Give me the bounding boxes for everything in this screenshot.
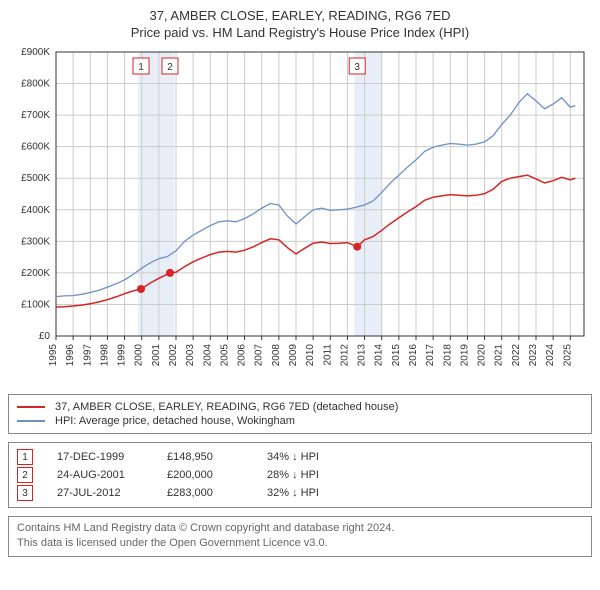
legend-swatch — [17, 420, 45, 422]
svg-text:£800K: £800K — [21, 79, 50, 90]
chart-container: 37, AMBER CLOSE, EARLEY, READING, RG6 7E… — [8, 8, 592, 557]
svg-text:2001: 2001 — [151, 344, 162, 367]
event-diff: 32% ↓ HPI — [267, 487, 319, 499]
svg-text:£400K: £400K — [21, 205, 50, 216]
svg-text:2020: 2020 — [477, 344, 488, 367]
title-sub: Price paid vs. HM Land Registry's House … — [8, 25, 592, 40]
svg-text:2014: 2014 — [374, 344, 385, 367]
svg-text:£600K: £600K — [21, 142, 50, 153]
svg-text:1997: 1997 — [82, 344, 93, 367]
svg-text:£100K: £100K — [21, 299, 50, 310]
legend-item: HPI: Average price, detached house, Woki… — [17, 415, 583, 427]
legend-label: HPI: Average price, detached house, Woki… — [55, 415, 295, 427]
svg-text:1995: 1995 — [48, 344, 59, 367]
svg-text:2000: 2000 — [134, 344, 145, 367]
event-date: 17-DEC-1999 — [57, 451, 167, 463]
svg-text:£300K: £300K — [21, 236, 50, 247]
data-credits: Contains HM Land Registry data © Crown c… — [8, 516, 592, 557]
event-diff: 28% ↓ HPI — [267, 469, 319, 481]
svg-text:2002: 2002 — [168, 344, 179, 367]
event-date: 27-JUL-2012 — [57, 487, 167, 499]
svg-text:£0: £0 — [39, 331, 51, 342]
legend: 37, AMBER CLOSE, EARLEY, READING, RG6 7E… — [8, 394, 592, 434]
svg-text:2024: 2024 — [545, 344, 556, 367]
event-price: £200,000 — [167, 469, 267, 481]
svg-text:£700K: £700K — [21, 110, 50, 121]
svg-text:2019: 2019 — [459, 344, 470, 367]
svg-text:£500K: £500K — [21, 173, 50, 184]
svg-text:£900K: £900K — [21, 47, 50, 58]
svg-text:2010: 2010 — [305, 344, 316, 367]
svg-text:2022: 2022 — [511, 344, 522, 367]
svg-text:2015: 2015 — [391, 344, 402, 367]
event-price: £148,950 — [167, 451, 267, 463]
svg-text:2: 2 — [167, 62, 173, 73]
event-marker-icon: 3 — [17, 485, 33, 501]
svg-text:1999: 1999 — [117, 344, 128, 367]
event-marker-icon: 2 — [17, 467, 33, 483]
title-main: 37, AMBER CLOSE, EARLEY, READING, RG6 7E… — [8, 8, 592, 23]
svg-text:2023: 2023 — [528, 344, 539, 367]
svg-text:£200K: £200K — [21, 268, 50, 279]
sale-event-row: 1 17-DEC-1999 £148,950 34% ↓ HPI — [17, 449, 583, 465]
svg-text:1: 1 — [138, 62, 144, 73]
svg-text:2007: 2007 — [254, 344, 265, 367]
chart-area: £0 £100K £200K £300K £400K £500K £600K £700K £80… — [8, 46, 592, 386]
legend-swatch — [17, 406, 45, 408]
credits-line: Contains HM Land Registry data © Crown c… — [17, 521, 583, 536]
svg-text:2006: 2006 — [237, 344, 248, 367]
legend-label: 37, AMBER CLOSE, EARLEY, READING, RG6 7E… — [55, 401, 398, 413]
svg-text:2009: 2009 — [288, 344, 299, 367]
svg-text:1998: 1998 — [99, 344, 110, 367]
legend-item: 37, AMBER CLOSE, EARLEY, READING, RG6 7E… — [17, 401, 583, 413]
event-price: £283,000 — [167, 487, 267, 499]
svg-text:2018: 2018 — [442, 344, 453, 367]
svg-text:3: 3 — [354, 62, 360, 73]
sale-event-row: 3 27-JUL-2012 £283,000 32% ↓ HPI — [17, 485, 583, 501]
event-diff: 34% ↓ HPI — [267, 451, 319, 463]
svg-text:2017: 2017 — [425, 344, 436, 367]
svg-text:2011: 2011 — [322, 344, 333, 366]
svg-text:2004: 2004 — [202, 344, 213, 367]
svg-text:2013: 2013 — [357, 344, 368, 367]
sale-event-row: 2 24-AUG-2001 £200,000 28% ↓ HPI — [17, 467, 583, 483]
line-chart: £0 £100K £200K £300K £400K £500K £600K £700K £80… — [8, 46, 592, 386]
chart-titles: 37, AMBER CLOSE, EARLEY, READING, RG6 7E… — [8, 8, 592, 40]
credits-line: This data is licensed under the Open Gov… — [17, 536, 583, 551]
svg-text:2021: 2021 — [494, 344, 505, 367]
svg-text:2016: 2016 — [408, 344, 419, 367]
svg-text:2008: 2008 — [271, 344, 282, 367]
svg-text:2025: 2025 — [562, 344, 573, 367]
svg-text:2012: 2012 — [339, 344, 350, 367]
event-date: 24-AUG-2001 — [57, 469, 167, 481]
sale-events: 1 17-DEC-1999 £148,950 34% ↓ HPI 2 24-AU… — [8, 442, 592, 508]
event-marker-icon: 1 — [17, 449, 33, 465]
svg-text:2003: 2003 — [185, 344, 196, 367]
svg-text:1996: 1996 — [65, 344, 76, 367]
svg-text:2005: 2005 — [219, 344, 230, 367]
